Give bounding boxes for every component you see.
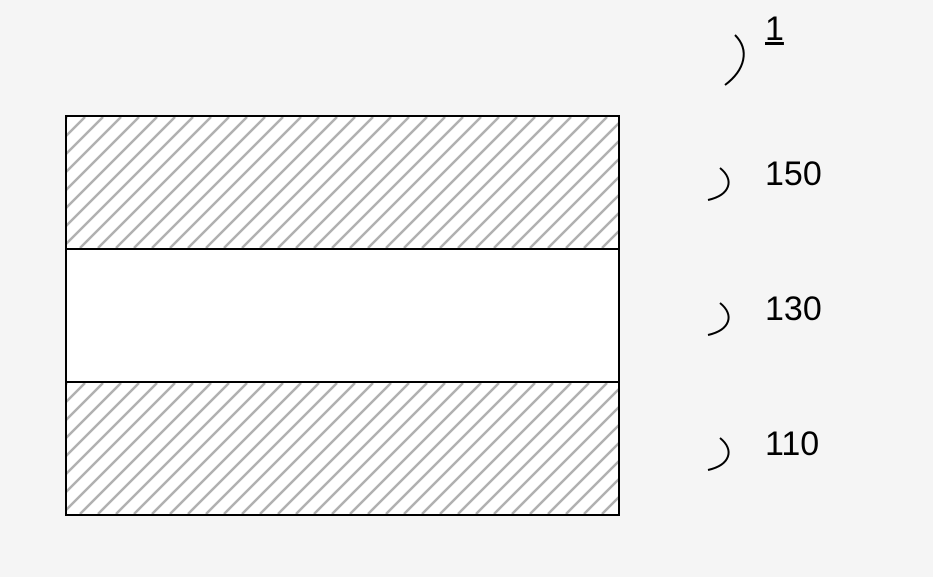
layer-middle bbox=[65, 248, 620, 383]
layer-top bbox=[65, 115, 620, 250]
label-150: 150 bbox=[765, 155, 822, 194]
label-110: 110 bbox=[765, 425, 819, 464]
layer-bottom bbox=[65, 381, 620, 516]
layer-stack bbox=[65, 115, 620, 515]
figure-id-label: 1 bbox=[765, 10, 784, 49]
label-130: 130 bbox=[765, 290, 822, 329]
